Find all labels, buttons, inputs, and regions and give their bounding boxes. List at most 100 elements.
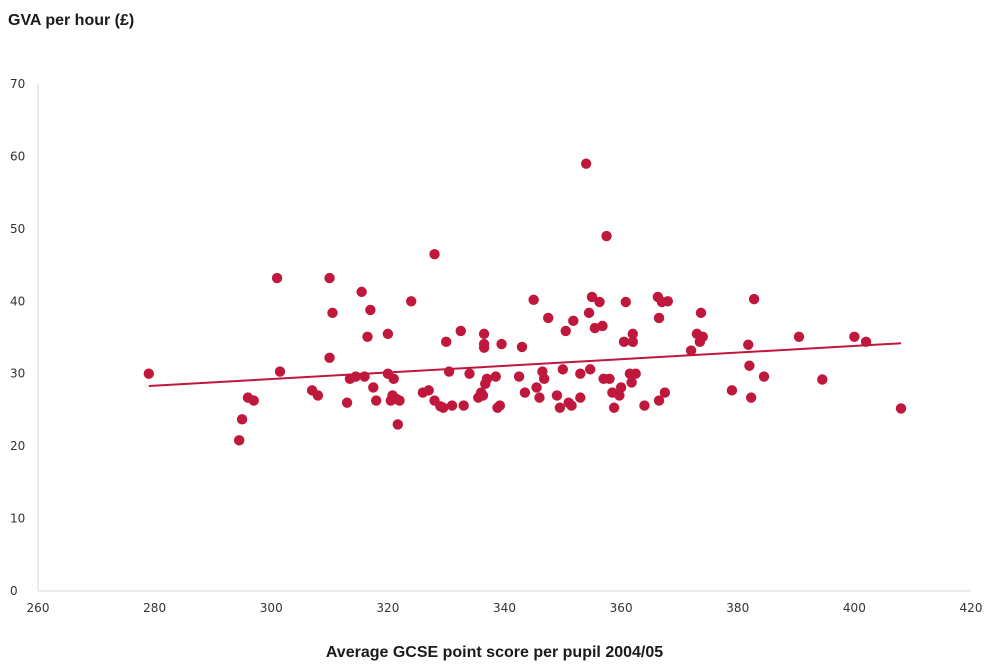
data-point [394, 395, 405, 406]
data-point [583, 307, 595, 319]
data-point [639, 400, 650, 411]
x-tick-label: 380 [726, 601, 749, 615]
data-point [594, 296, 605, 308]
data-point [446, 400, 458, 411]
data-point [597, 320, 608, 332]
data-point [324, 352, 335, 363]
trendline-group [148, 342, 902, 388]
y-tick-label: 50 [10, 222, 25, 236]
data-point [324, 272, 335, 284]
data-point [659, 387, 671, 398]
data-point [392, 419, 403, 430]
x-tick-label: 360 [610, 601, 633, 615]
y-tick-label: 30 [10, 367, 25, 381]
data-point [604, 373, 615, 384]
data-point [423, 385, 434, 396]
data-point [534, 392, 545, 403]
data-point [560, 325, 571, 337]
data-point [662, 296, 673, 307]
data-point [615, 382, 627, 393]
data-point [618, 336, 630, 348]
data-point [382, 328, 394, 340]
data-point [312, 390, 324, 401]
data-point [608, 402, 620, 413]
x-tick-label: 260 [27, 601, 50, 615]
data-point [233, 435, 245, 446]
data-point [458, 400, 469, 411]
data-point [478, 342, 490, 353]
y-axis-title: GVA per hour (£) [8, 12, 135, 29]
data-point [551, 390, 563, 401]
data-point [554, 402, 566, 413]
data-point [630, 368, 641, 379]
data-point [464, 368, 475, 379]
y-tick-label: 20 [10, 439, 25, 453]
data-point [271, 272, 283, 284]
y-tick-label: 0 [10, 584, 18, 598]
trendline [148, 342, 902, 388]
data-point [614, 390, 625, 401]
data-point [653, 312, 665, 324]
data-point [455, 325, 466, 337]
data-point [327, 307, 338, 319]
y-tick-label: 40 [10, 294, 25, 308]
data-point [575, 368, 586, 379]
x-tick-label: 340 [493, 601, 516, 615]
data-point [365, 304, 376, 316]
data-point [341, 397, 353, 408]
data-point [601, 230, 612, 242]
data-point [758, 371, 770, 382]
data-point [653, 395, 665, 406]
data-point [895, 403, 907, 414]
data-point [685, 345, 697, 356]
data-point [519, 387, 531, 398]
data-point [817, 374, 828, 385]
data-point [585, 364, 596, 375]
data-point [627, 336, 638, 348]
data-point [626, 377, 637, 388]
y-tick-label: 60 [10, 149, 25, 163]
data-point [575, 392, 586, 403]
data-point [531, 382, 542, 393]
x-axis-title: Average GCSE point score per pupil 2004/… [325, 644, 664, 661]
data-point [143, 368, 154, 379]
axes [37, 84, 971, 592]
data-point [371, 395, 382, 406]
x-tick-label: 300 [260, 601, 283, 615]
x-tick-label: 280 [143, 601, 166, 615]
data-point [438, 402, 449, 413]
data-point [543, 312, 554, 324]
data-point [557, 364, 569, 375]
data-point [248, 395, 259, 406]
data-point [478, 328, 490, 340]
data-point [744, 360, 755, 371]
data-point [490, 371, 501, 382]
x-tick-label: 320 [376, 601, 399, 615]
data-point [620, 296, 631, 308]
x-tick-label: 420 [960, 601, 983, 615]
data-point [274, 366, 286, 377]
y-tick-labels: 0 10 20 30 40 50 60 70 [10, 77, 25, 598]
data-points [143, 158, 907, 446]
data-point [849, 331, 860, 342]
data-point [362, 331, 373, 342]
x-tick-label: 400 [843, 601, 866, 615]
data-point [429, 249, 440, 260]
data-point [627, 328, 638, 340]
data-point [368, 382, 379, 393]
data-point [496, 338, 507, 350]
data-point [236, 414, 248, 425]
data-point [793, 331, 805, 342]
data-point [440, 336, 452, 348]
data-point [481, 373, 493, 384]
data-point [748, 293, 760, 305]
data-point [580, 158, 592, 169]
data-point [726, 385, 738, 396]
x-tick-labels: 260 280 300 320 340 360 380 400 420 [27, 601, 983, 615]
data-point [568, 315, 579, 327]
data-point [586, 291, 598, 303]
y-tick-label: 70 [10, 77, 25, 91]
data-point [356, 286, 367, 298]
data-point [697, 331, 708, 342]
data-point [477, 390, 489, 401]
